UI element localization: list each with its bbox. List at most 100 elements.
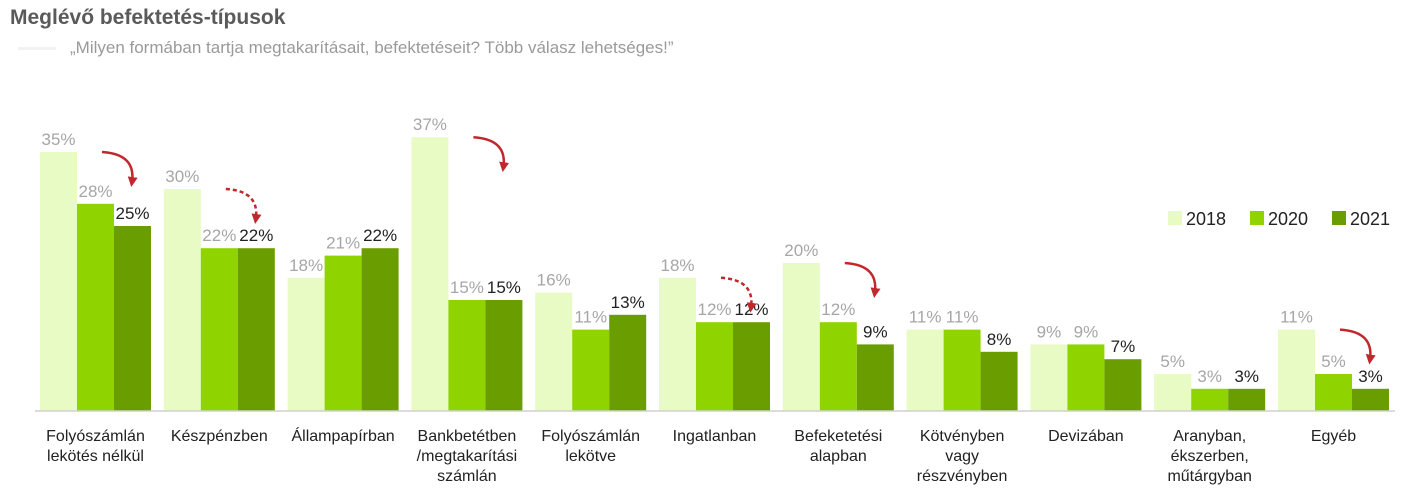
bar-2021-9 [1228, 388, 1266, 411]
data-label-2018-3: 37% [413, 115, 447, 134]
category-label-6: Befeketetési [794, 428, 882, 445]
category-label-7: részvényben [917, 468, 1008, 485]
bar-2021-0 [114, 226, 151, 411]
bar-2018-0 [40, 152, 77, 411]
data-label-2021-8: 7% [1111, 337, 1136, 356]
bar-2018-2 [287, 277, 325, 411]
category-label-0: lekötés nélkül [47, 448, 144, 465]
legend-swatch-2018 [1168, 211, 1182, 225]
legend-label-2021: 2021 [1350, 209, 1390, 229]
trend-arrows-layer [101, 135, 1376, 365]
data-label-2020-9: 3% [1197, 367, 1222, 386]
bar-2018-7 [906, 329, 944, 411]
bar-2020-8 [1067, 344, 1105, 411]
category-label-9: Aranyban, [1173, 428, 1246, 445]
data-label-2020-8: 9% [1074, 322, 1099, 341]
bar-2020-7 [943, 329, 981, 411]
bar-2021-1 [237, 248, 275, 411]
bar-2021-5 [733, 322, 770, 411]
bar-2018-10 [1278, 329, 1315, 411]
data-label-2020-2: 21% [326, 234, 360, 253]
data-label-2018-0: 35% [41, 130, 75, 149]
category-label-2: Állampapírban [292, 426, 395, 445]
bar-2018-1 [163, 189, 201, 411]
category-label-0: Folyószámlán [46, 428, 145, 445]
category-label-6: alapban [810, 448, 867, 465]
bar-2020-0 [77, 203, 114, 411]
bar-2020-9 [1191, 388, 1229, 411]
legend-label-2020: 2020 [1268, 209, 1308, 229]
category-label-3: Bankbetétben [418, 428, 517, 445]
category-label-1: Készpénzben [171, 428, 268, 445]
category-label-3: számlán [437, 468, 497, 485]
data-label-2020-10: 5% [1321, 352, 1346, 371]
bar-2018-6 [782, 263, 820, 411]
data-label-2020-0: 28% [78, 182, 112, 201]
data-label-2020-6: 12% [821, 300, 855, 319]
category-labels-layer: Folyószámlán lekötés nélkül Készpénzben Áll… [46, 426, 1356, 485]
category-label-9: műtárgyban [1167, 468, 1252, 485]
data-label-2018-5: 18% [660, 256, 694, 275]
bar-2021-6 [856, 344, 894, 411]
category-label-10: Egyéb [1311, 428, 1356, 445]
data-label-2018-2: 18% [289, 256, 323, 275]
bar-2020-1 [200, 248, 238, 411]
bar-2018-9 [1154, 374, 1192, 411]
data-label-2020-3: 15% [450, 278, 484, 297]
data-label-2018-1: 30% [165, 167, 199, 186]
bar-2018-5 [659, 277, 696, 411]
trend-arrow-5 [720, 276, 757, 313]
data-label-2021-6: 9% [863, 322, 888, 341]
trend-arrow-3 [473, 135, 510, 173]
bar-2021-2 [361, 248, 399, 411]
chart-subtitle: „Milyen formában tartja megtakarításait,… [70, 38, 674, 57]
bar-2020-5 [696, 322, 733, 411]
bar-2020-4 [572, 329, 610, 411]
bar-2020-2 [324, 255, 362, 411]
bar-2018-4 [535, 292, 573, 411]
category-label-5: Ingatlanban [673, 428, 757, 445]
trend-arrow-6 [844, 261, 881, 298]
data-label-2021-3: 15% [487, 278, 521, 297]
category-label-3: /megtakarítási [417, 448, 517, 465]
data-label-2018-9: 5% [1160, 352, 1185, 371]
category-label-4: lekötve [565, 448, 616, 465]
data-label-2018-6: 20% [784, 241, 818, 260]
chart-title: Meglévő befektetés-típusok [10, 6, 286, 29]
trend-arrow-10 [1339, 328, 1376, 365]
trend-arrow-1 [225, 187, 262, 224]
data-label-2021-1: 22% [239, 226, 273, 245]
bar-2020-3 [448, 300, 486, 411]
category-label-8: Devizában [1048, 428, 1124, 445]
data-label-2018-7: 11% [909, 308, 942, 327]
data-label-2020-5: 12% [697, 300, 731, 319]
bar-2018-3 [411, 137, 449, 411]
legend-label-2018: 2018 [1186, 209, 1226, 229]
bar-2020-10 [1315, 374, 1352, 411]
data-label-2021-7: 8% [987, 330, 1012, 349]
category-label-7: vagy [945, 448, 979, 465]
category-label-4: Folyószámlán [541, 428, 640, 445]
bar-2018-8 [1030, 344, 1068, 411]
data-label-2020-4: 11% [574, 308, 607, 327]
data-label-2018-10: 11% [1280, 308, 1313, 327]
bar-2021-8 [1104, 359, 1142, 411]
bars-layer [40, 137, 1389, 411]
data-label-2021-4: 13% [611, 293, 645, 312]
bar-2021-4 [609, 314, 647, 411]
legend-swatch-2020 [1250, 211, 1264, 225]
bar-2020-6 [819, 322, 857, 411]
trend-arrow-0 [101, 150, 138, 187]
data-label-2021-2: 22% [363, 226, 397, 245]
data-label-2021-9: 3% [1234, 367, 1259, 386]
bar-2021-7 [980, 351, 1018, 411]
data-label-2020-1: 22% [202, 226, 236, 245]
data-label-2018-4: 16% [537, 271, 571, 290]
legend-swatch-2021 [1332, 211, 1346, 225]
bar-2021-3 [485, 300, 523, 411]
quote-mark-decoration [18, 47, 56, 50]
data-label-2021-0: 25% [115, 204, 149, 223]
category-label-9: ékszerben, [1171, 448, 1249, 465]
value-labels-layer: 35%28%25%30%22% 22%18%21% 22%37%15% 15% 16%1… [41, 115, 1382, 386]
